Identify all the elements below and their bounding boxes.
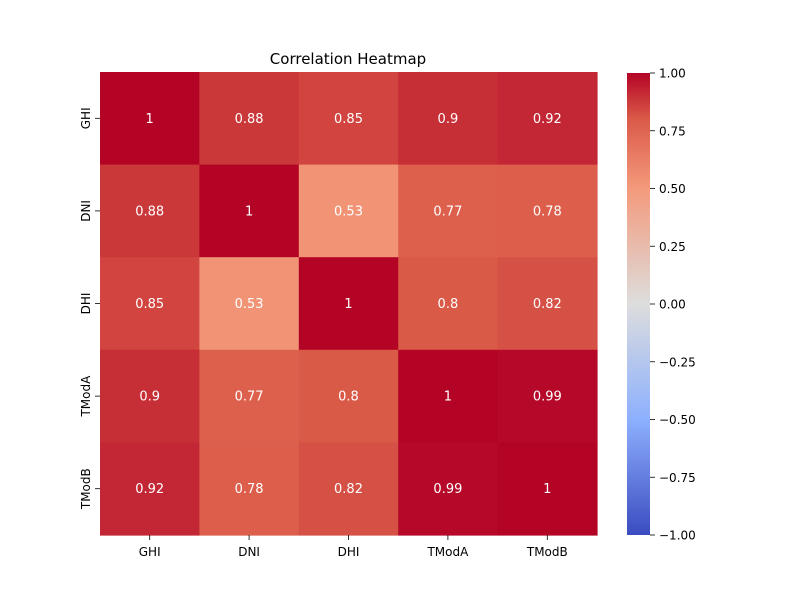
cell-value-label: 1: [543, 482, 551, 497]
cell-value-label: 0.99: [433, 482, 462, 497]
y-axis: GHI DNI DHI TModA TModB: [79, 107, 100, 510]
heatmap-cells: [100, 72, 598, 536]
colorbar-axis: 1.00 0.75 0.50 0.25 0.00 −0.25 −0.50 −0.75 −1.00: [650, 67, 696, 543]
heatmap-cell: [199, 164, 300, 258]
cell-value-label: 0.53: [334, 204, 363, 219]
colorbar-tick-label: 0.50: [659, 182, 686, 196]
cell-value-label: 0.82: [334, 482, 363, 497]
x-tick-label: DNI: [238, 545, 260, 559]
y-tick-label: DNI: [79, 200, 93, 222]
cell-value-label: 0.78: [235, 482, 264, 497]
x-tick-label: GHI: [139, 545, 161, 559]
colorbar-tick-label: 0.75: [659, 124, 686, 138]
x-tick-label: TModB: [526, 545, 568, 559]
y-tick-label: TModB: [79, 468, 93, 510]
cell-value-label: 0.99: [533, 390, 562, 405]
colorbar-tick-label: 1.00: [659, 67, 686, 81]
heatmap-cell: [298, 257, 399, 351]
heatmap-cell: [497, 257, 598, 351]
heatmap-cell: [100, 442, 200, 536]
x-tick-label: DHI: [338, 545, 360, 559]
cell-value-label: 0.92: [533, 112, 562, 127]
cell-value-label: 0.88: [235, 112, 264, 127]
cell-value-label: 0.78: [533, 204, 562, 219]
heatmap-cell-labels: 1 0.88 0.85 0.9 0.92 0.88 1 0.53 0.77 0.78 0.85 0.5…: [135, 112, 562, 497]
cell-value-label: 0.77: [235, 390, 264, 405]
cell-value-label: 1: [245, 204, 253, 219]
heatmap-cell: [199, 442, 300, 536]
heatmap-cell: [497, 442, 598, 536]
x-axis: GHI DNI DHI TModA TModB: [139, 535, 568, 559]
cell-value-label: 1: [146, 112, 154, 127]
cell-value-label: 0.8: [438, 297, 459, 312]
cell-value-label: 1: [444, 390, 452, 405]
cell-value-label: 0.85: [135, 297, 164, 312]
x-tick-label: TModA: [426, 545, 469, 559]
cell-value-label: 0.9: [438, 112, 459, 127]
colorbar-tick-label: 0.00: [659, 298, 686, 312]
cell-value-label: 0.85: [334, 112, 363, 127]
cell-value-label: 0.53: [235, 297, 264, 312]
heatmap-cell: [199, 72, 300, 166]
heatmap-cell: [298, 349, 399, 443]
cell-value-label: 0.8: [338, 390, 359, 405]
y-tick-label: DHI: [79, 293, 93, 315]
heatmap-cell: [298, 164, 399, 258]
heatmap-cell: [497, 349, 598, 443]
heatmap-cell: [199, 349, 300, 443]
heatmap-cell: [398, 257, 499, 351]
colorbar-tick-label: −0.50: [659, 413, 696, 427]
colorbar-tick-label: −0.25: [659, 355, 696, 369]
heatmap-cell: [398, 349, 499, 443]
heatmap-cell: [100, 257, 200, 351]
colorbar-tick-label: 0.25: [659, 240, 686, 254]
heatmap-cell: [100, 349, 200, 443]
heatmap-cell: [199, 257, 300, 351]
heatmap-cell: [398, 164, 499, 258]
cell-value-label: 0.82: [533, 297, 562, 312]
heatmap-cell: [497, 164, 598, 258]
y-tick-label: TModA: [79, 375, 93, 418]
chart-title: Correlation Heatmap: [270, 50, 426, 68]
colorbar: [627, 73, 650, 535]
cell-value-label: 0.92: [135, 482, 164, 497]
heatmap-cell: [398, 72, 499, 166]
y-tick-label: GHI: [79, 107, 93, 129]
colorbar-tick-label: −0.75: [659, 471, 696, 485]
cell-value-label: 0.9: [139, 390, 160, 405]
heatmap-cell: [398, 442, 499, 536]
heatmap-cell: [100, 164, 200, 258]
heatmap-cell: [298, 72, 399, 166]
heatmap-cell: [497, 72, 598, 166]
cell-value-label: 0.88: [135, 204, 164, 219]
colorbar-tick-label: −1.00: [659, 529, 696, 543]
cell-value-label: 0.77: [433, 204, 462, 219]
heatmap-cell: [100, 72, 200, 166]
cell-value-label: 1: [344, 297, 352, 312]
heatmap-cell: [298, 442, 399, 536]
